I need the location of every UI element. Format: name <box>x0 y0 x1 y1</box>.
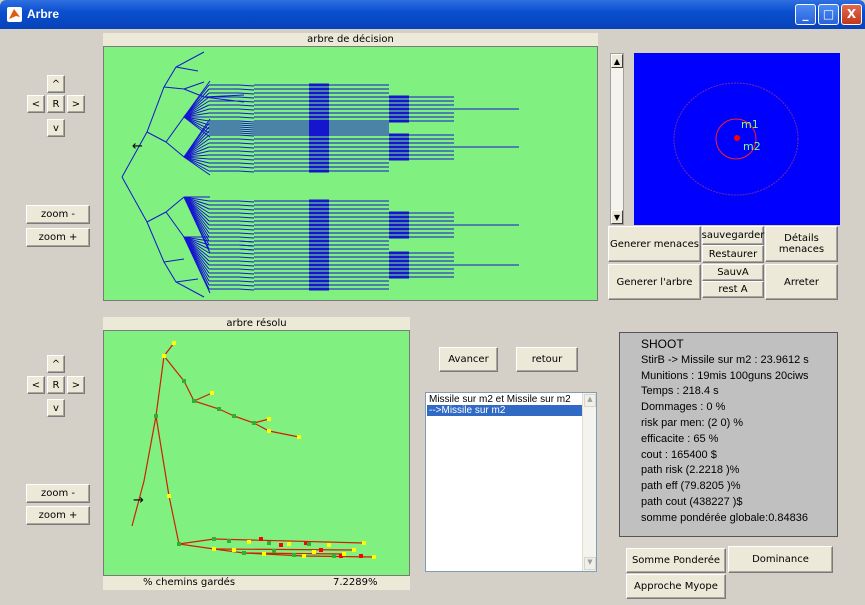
list-scroll-down-icon[interactable]: ▼ <box>584 557 596 570</box>
maximize-button[interactable]: □ <box>818 4 839 25</box>
decision-tree-marker: ← <box>132 139 143 154</box>
info-heading: SHOOT <box>641 337 684 351</box>
chemins-value: 7.2289% <box>333 577 378 588</box>
info-line: risk par men: (2 0) % <box>641 416 744 429</box>
radar-graph: m1 m2 <box>673 82 799 196</box>
listbox-scrollbar[interactable]: ▲ ▼ <box>582 393 596 571</box>
info-line: Temps : 218.4 s <box>641 385 719 398</box>
chemins-status-bar: % chemins gardés 7.2289% <box>103 576 410 590</box>
info-line: Munitions : 19mis 100guns 20ciws <box>641 369 809 382</box>
pan-down-button[interactable]: v <box>47 399 65 417</box>
info-line: Dommages : 0 % <box>641 401 726 414</box>
matlab-app-icon <box>7 7 22 22</box>
arreter-button[interactable]: Arreter <box>765 264 838 300</box>
info-line: StirB -> Missile sur m2 : 23.9612 s <box>641 353 809 366</box>
resolved-tree-marker: → <box>133 493 144 508</box>
restaurer-button[interactable]: Restaurer <box>702 245 764 263</box>
info-line: somme pondérée globale:0.84836 <box>641 511 808 524</box>
rest-a-button[interactable]: rest A <box>702 281 764 298</box>
title-bar: Arbre _ □ X <box>0 0 865 29</box>
reset-view-button[interactable]: R <box>47 95 65 113</box>
pan-left-button[interactable]: < <box>27 376 45 394</box>
radar-label-m2: m2 <box>743 140 761 153</box>
radar-scrollbar[interactable]: ▲ ▼ <box>610 53 624 225</box>
zoom-out-button[interactable]: zoom - <box>26 484 90 503</box>
info-line: path risk (2.2218 )% <box>641 464 740 477</box>
info-line: path cout (438227 )$ <box>641 495 743 508</box>
reset-view-button[interactable]: R <box>47 376 65 394</box>
pan-up-button[interactable]: ^ <box>47 355 65 373</box>
resolved-tree-title: arbre résolu <box>103 317 410 330</box>
pan-right-button[interactable]: > <box>67 376 85 394</box>
sauvegarder-button[interactable]: sauvegarder <box>702 226 764 245</box>
missile-list-item[interactable]: -->Missile sur m2 <box>427 405 582 416</box>
zoom-in-button[interactable]: zoom + <box>26 506 90 525</box>
details-menaces-button[interactable]: Détails menaces <box>765 226 838 262</box>
info-line: cout : 165400 $ <box>641 448 717 461</box>
info-line: path eff (79.8205 )% <box>641 480 741 493</box>
missile-list-item[interactable]: Missile sur m2 et Missile sur m2 <box>429 394 571 405</box>
zoom-in-button[interactable]: zoom + <box>26 228 90 247</box>
info-line: efficacite : 65 % <box>641 432 719 445</box>
scroll-down-button[interactable]: ▼ <box>611 210 623 224</box>
pan-down-button[interactable]: v <box>47 119 65 137</box>
resolved-tree-plot[interactable]: → <box>103 330 410 576</box>
pan-up-button[interactable]: ^ <box>47 75 65 93</box>
generer-arbre-button[interactable]: Generer l'arbre <box>608 264 701 300</box>
generer-menaces-button[interactable]: Generer menaces <box>608 226 701 262</box>
radar-view[interactable]: m1 m2 <box>634 53 840 225</box>
list-scroll-up-icon[interactable]: ▲ <box>584 394 596 407</box>
decision-tree-plot[interactable]: ← <box>103 46 598 301</box>
scroll-up-button[interactable]: ▲ <box>611 54 623 68</box>
decision-tree-title: arbre de décision <box>103 33 598 46</box>
missile-listbox[interactable]: Missile sur m2 et Missile sur m2 -->Missi… <box>425 392 597 572</box>
approche-myope-button[interactable]: Approche Myope <box>626 574 726 599</box>
avancer-button[interactable]: Avancer <box>439 347 498 372</box>
shot-info-panel: SHOOT StirB -> Missile sur m2 : 23.9612 s… <box>619 332 838 537</box>
sauv-a-button[interactable]: SauvA <box>702 264 764 281</box>
window-title: Arbre <box>27 7 60 21</box>
dominance-button[interactable]: Dominance <box>728 546 833 573</box>
chemins-label: % chemins gardés <box>143 577 236 588</box>
decision-tree-graph: ← <box>121 51 519 298</box>
radar-label-m1: m1 <box>741 118 759 131</box>
resolved-tree-graph: → <box>131 341 376 559</box>
pan-right-button[interactable]: > <box>67 95 85 113</box>
somme-ponderee-button[interactable]: Somme Ponderée <box>626 548 726 573</box>
zoom-out-button[interactable]: zoom - <box>26 205 90 224</box>
pan-left-button[interactable]: < <box>27 95 45 113</box>
minimize-button[interactable]: _ <box>795 4 816 25</box>
retour-button[interactable]: retour <box>516 347 578 372</box>
close-button[interactable]: X <box>841 4 862 25</box>
